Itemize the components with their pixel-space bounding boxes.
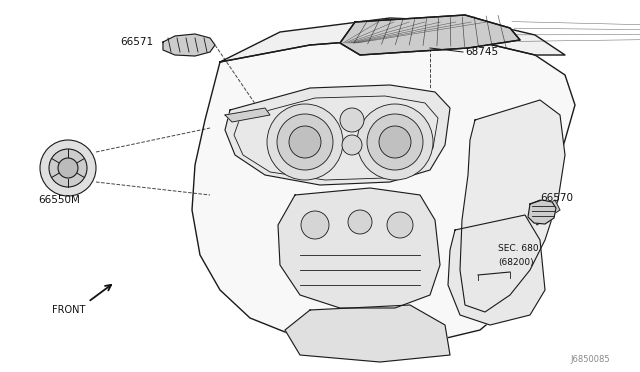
Text: 66570: 66570 bbox=[540, 193, 573, 203]
Circle shape bbox=[49, 149, 87, 187]
Circle shape bbox=[267, 104, 343, 180]
Circle shape bbox=[277, 114, 333, 170]
Text: (68200): (68200) bbox=[498, 257, 534, 266]
Polygon shape bbox=[278, 188, 440, 308]
Circle shape bbox=[387, 212, 413, 238]
Polygon shape bbox=[220, 18, 565, 62]
Text: J6850085: J6850085 bbox=[570, 356, 610, 365]
Circle shape bbox=[357, 104, 433, 180]
Circle shape bbox=[58, 158, 78, 178]
Polygon shape bbox=[530, 200, 560, 225]
Circle shape bbox=[340, 108, 364, 132]
Polygon shape bbox=[460, 100, 565, 312]
Text: 66571: 66571 bbox=[120, 37, 153, 47]
Circle shape bbox=[301, 211, 329, 239]
Circle shape bbox=[348, 210, 372, 234]
Circle shape bbox=[40, 140, 96, 196]
Polygon shape bbox=[340, 15, 520, 55]
Circle shape bbox=[367, 114, 423, 170]
Polygon shape bbox=[285, 305, 450, 362]
Text: 68745: 68745 bbox=[465, 47, 498, 57]
Circle shape bbox=[342, 135, 362, 155]
Circle shape bbox=[379, 126, 411, 158]
Polygon shape bbox=[163, 34, 215, 56]
Polygon shape bbox=[192, 38, 575, 345]
Text: SEC. 680: SEC. 680 bbox=[498, 244, 539, 253]
Text: 66550M: 66550M bbox=[38, 195, 80, 205]
Text: FRONT: FRONT bbox=[52, 305, 85, 315]
Circle shape bbox=[289, 126, 321, 158]
Polygon shape bbox=[528, 200, 556, 224]
Polygon shape bbox=[448, 215, 545, 325]
Polygon shape bbox=[225, 85, 450, 185]
Polygon shape bbox=[225, 108, 270, 122]
